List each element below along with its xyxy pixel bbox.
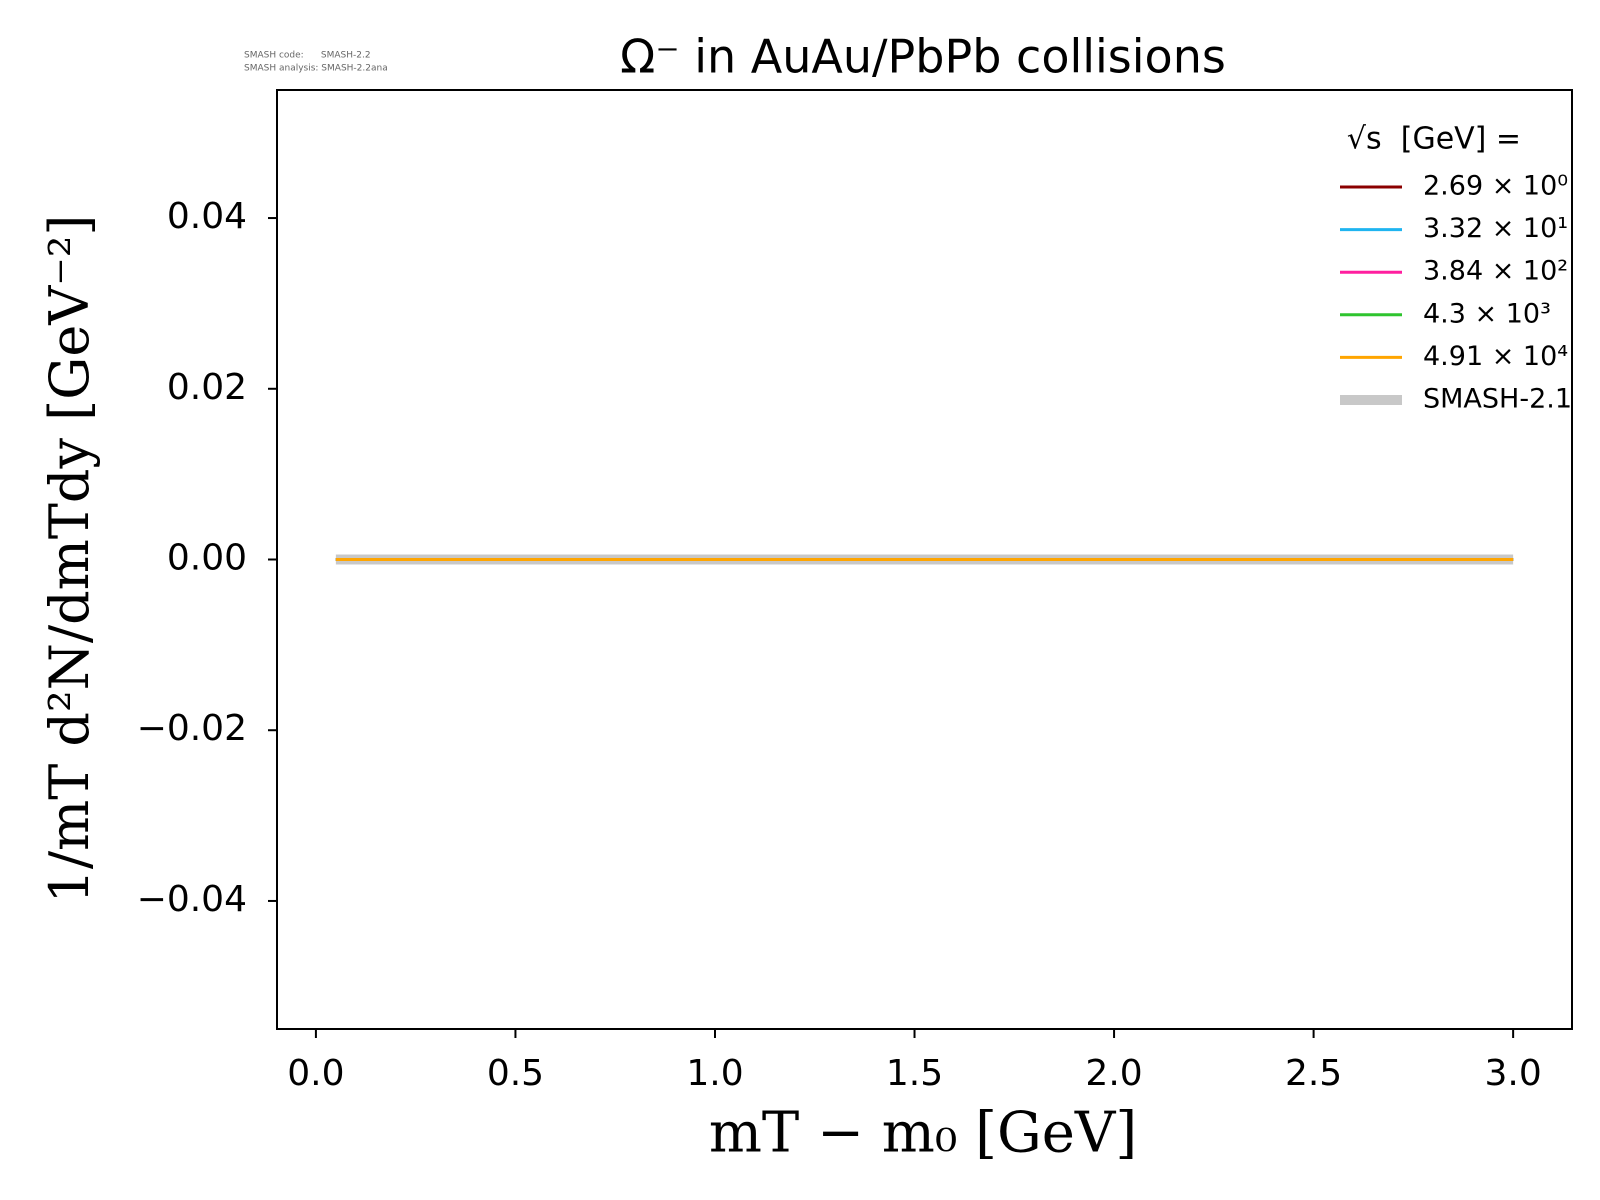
x-tick-label: 1.5 [886,1053,943,1094]
x-tick-label: 0.0 [287,1053,344,1094]
x-tick-label: 2.5 [1285,1053,1342,1094]
x-tick-label: 1.0 [686,1053,743,1094]
legend-label: 3.32 × 10¹ [1423,213,1568,244]
chart-title: Ω⁻ in AuAu/PbPb collisions [620,30,1226,84]
y-tick-label: 0.04 [167,196,247,237]
y-axis-label: 1/mT d²N/dmTdy [GeV⁻²] [38,214,101,903]
legend-label: SMASH-2.1 [1423,384,1572,415]
x-axis-label: mT − m₀ [GeV] [709,1101,1137,1166]
legend-label: 4.3 × 10³ [1423,298,1551,329]
y-tick-label: −0.02 [137,708,247,749]
legend-label: 4.91 × 10⁴ [1423,341,1568,372]
annotation: SMASH analysis: SMASH-2.2ana [244,64,388,74]
x-tick-label: 3.0 [1485,1053,1542,1094]
legend-label: 3.84 × 10² [1423,256,1568,287]
x-tick-label: 0.5 [487,1053,544,1094]
x-tick-label: 2.0 [1085,1053,1142,1094]
legend-label: 2.69 × 10⁰ [1423,171,1568,202]
y-tick-label: −0.04 [137,879,247,920]
annotation: SMASH code: SMASH-2.2 [244,51,371,61]
legend-title: √s [GeV] = [1347,122,1521,157]
y-tick-label: 0.02 [167,367,247,408]
y-tick-label: 0.00 [167,538,247,579]
